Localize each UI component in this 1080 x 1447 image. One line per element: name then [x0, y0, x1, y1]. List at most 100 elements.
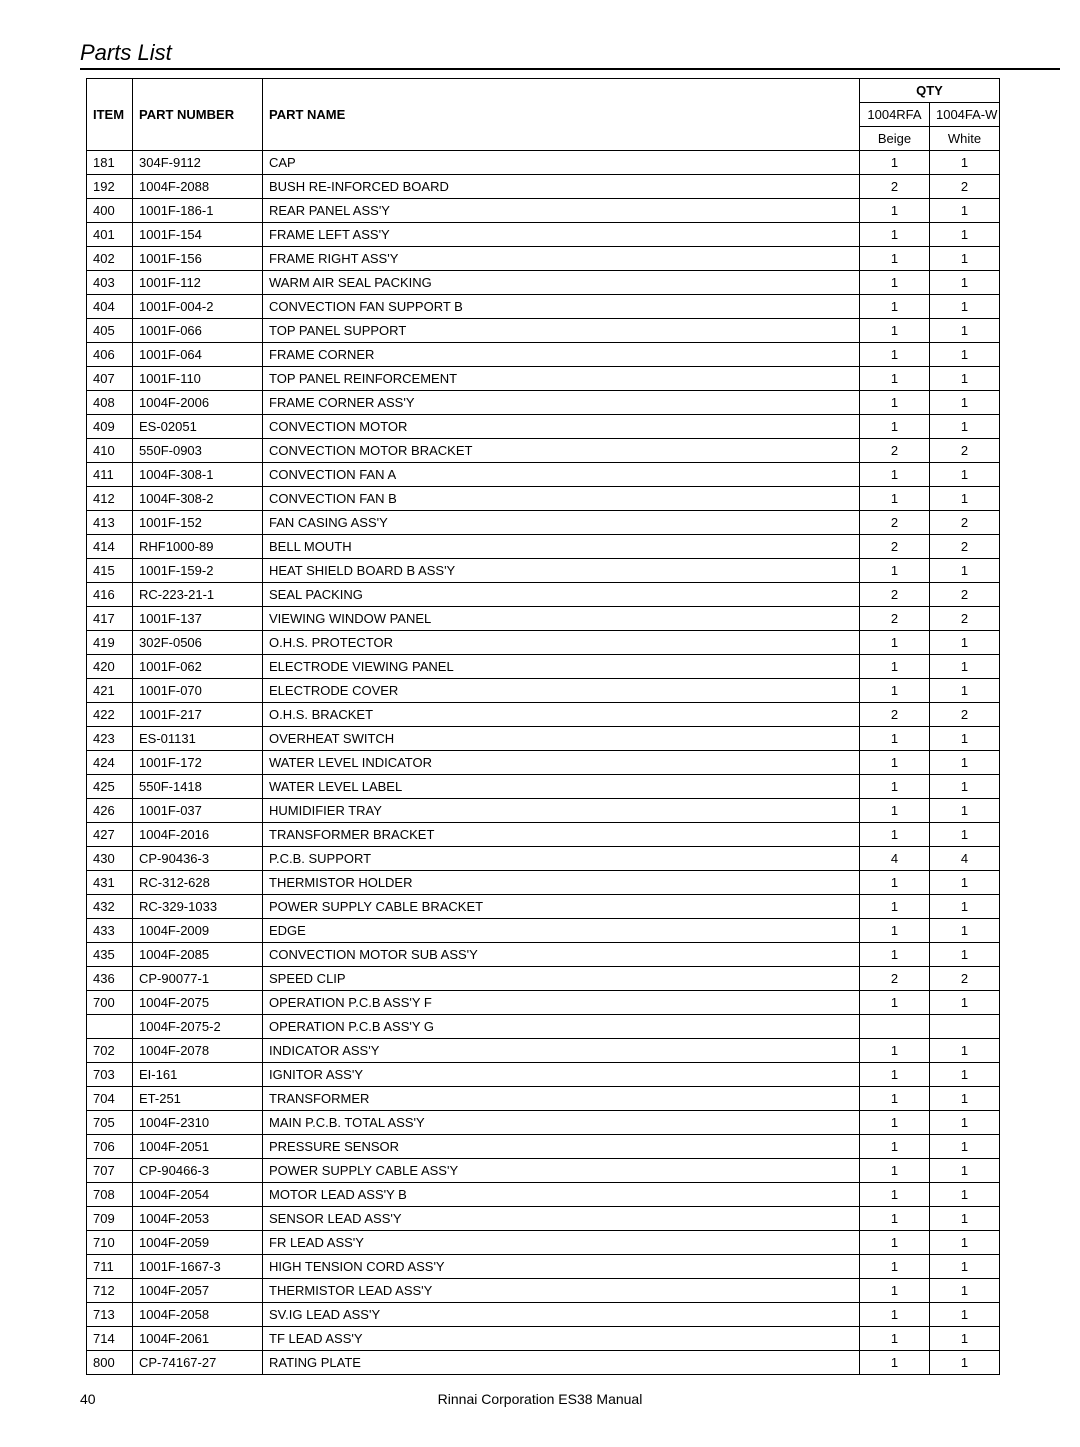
- cell-part-number: 1004F-2088: [133, 175, 263, 199]
- cell-qty-a: 1: [859, 1303, 929, 1327]
- table-row: 4011001F-154FRAME LEFT ASS'Y11: [87, 223, 1000, 247]
- cell-part-number: 1001F-186-1: [133, 199, 263, 223]
- cell-item: 427: [87, 823, 133, 847]
- table-row: 7111001F-1667-3HIGH TENSION CORD ASS'Y11: [87, 1255, 1000, 1279]
- table-row: 4021001F-156FRAME RIGHT ASS'Y11: [87, 247, 1000, 271]
- cell-item: 430: [87, 847, 133, 871]
- cell-part-name: O.H.S. PROTECTOR: [263, 631, 860, 655]
- table-row: 7131004F-2058SV.IG LEAD ASS'Y11: [87, 1303, 1000, 1327]
- cell-item: 192: [87, 175, 133, 199]
- cell-qty-b: 1: [929, 943, 999, 967]
- cell-qty-a: 1: [859, 1327, 929, 1351]
- cell-part-number: 1004F-2078: [133, 1039, 263, 1063]
- cell-item: 705: [87, 1111, 133, 1135]
- cell-part-number: 1001F-037: [133, 799, 263, 823]
- cell-item: 711: [87, 1255, 133, 1279]
- cell-qty-a: 1: [859, 367, 929, 391]
- cell-part-number: 550F-1418: [133, 775, 263, 799]
- cell-part-name: THERMISTOR LEAD ASS'Y: [263, 1279, 860, 1303]
- table-row: 4061001F-064FRAME CORNER11: [87, 343, 1000, 367]
- cell-qty-a: 1: [859, 655, 929, 679]
- cell-item: 706: [87, 1135, 133, 1159]
- cell-qty-b: 1: [929, 871, 999, 895]
- cell-qty-a: 2: [859, 535, 929, 559]
- cell-qty-b: 1: [929, 1351, 999, 1375]
- cell-qty-b: 1: [929, 367, 999, 391]
- cell-qty-b: 1: [929, 655, 999, 679]
- cell-part-number: 1004F-2075: [133, 991, 263, 1015]
- cell-item: 420: [87, 655, 133, 679]
- cell-item: 431: [87, 871, 133, 895]
- hdr-item: ITEM: [87, 79, 133, 151]
- cell-part-number: 1004F-2075-2: [133, 1015, 263, 1039]
- cell-part-name: TOP PANEL SUPPORT: [263, 319, 860, 343]
- cell-part-number: ET-251: [133, 1087, 263, 1111]
- cell-qty-a: 1: [859, 751, 929, 775]
- cell-item: 409: [87, 415, 133, 439]
- cell-part-number: 1001F-137: [133, 607, 263, 631]
- cell-qty-b: 1: [929, 1183, 999, 1207]
- cell-item: 181: [87, 151, 133, 175]
- table-row: 4121004F-308-2CONVECTION FAN B11: [87, 487, 1000, 511]
- table-row: 181304F-9112CAP11: [87, 151, 1000, 175]
- table-row: 409ES-02051CONVECTION MOTOR11: [87, 415, 1000, 439]
- cell-item: 423: [87, 727, 133, 751]
- table-row: 410550F-0903CONVECTION MOTOR BRACKET22: [87, 439, 1000, 463]
- cell-item: 406: [87, 343, 133, 367]
- cell-part-name: CAP: [263, 151, 860, 175]
- cell-item: 710: [87, 1231, 133, 1255]
- cell-qty-a: 1: [859, 823, 929, 847]
- cell-qty-b: 1: [929, 295, 999, 319]
- hdr-part-name: PART NAME: [263, 79, 860, 151]
- cell-part-name: CONVECTION MOTOR BRACKET: [263, 439, 860, 463]
- page-title: Parts List: [80, 40, 1060, 70]
- cell-qty-b: 1: [929, 1231, 999, 1255]
- hdr-model-b: 1004FA-W: [929, 103, 999, 127]
- table-row: 704ET-251TRANSFORMER11: [87, 1087, 1000, 1111]
- cell-qty-b: 1: [929, 991, 999, 1015]
- cell-part-name: CONVECTION FAN A: [263, 463, 860, 487]
- hdr-qty: QTY: [859, 79, 999, 103]
- cell-part-number: 304F-9112: [133, 151, 263, 175]
- cell-qty-a: 1: [859, 223, 929, 247]
- cell-part-name: TRANSFORMER: [263, 1087, 860, 1111]
- cell-qty-b: 2: [929, 583, 999, 607]
- table-row: 4041001F-004-2CONVECTION FAN SUPPORT B11: [87, 295, 1000, 319]
- table-row: 414RHF1000-89BELL MOUTH22: [87, 535, 1000, 559]
- cell-part-number: 1001F-062: [133, 655, 263, 679]
- cell-qty-b: 1: [929, 223, 999, 247]
- cell-item: 704: [87, 1087, 133, 1111]
- cell-qty-a: [859, 1015, 929, 1039]
- cell-part-name: FRAME RIGHT ASS'Y: [263, 247, 860, 271]
- cell-part-number: 1001F-156: [133, 247, 263, 271]
- table-row: 4051001F-066TOP PANEL SUPPORT11: [87, 319, 1000, 343]
- cell-qty-b: 1: [929, 1087, 999, 1111]
- cell-item: 708: [87, 1183, 133, 1207]
- cell-part-number: 1001F-159-2: [133, 559, 263, 583]
- cell-qty-b: 1: [929, 559, 999, 583]
- table-row: 4211001F-070ELECTRODE COVER11: [87, 679, 1000, 703]
- table-row: 425550F-1418WATER LEVEL LABEL11: [87, 775, 1000, 799]
- cell-part-number: 1004F-2016: [133, 823, 263, 847]
- cell-part-number: 1001F-004-2: [133, 295, 263, 319]
- cell-qty-b: 1: [929, 415, 999, 439]
- cell-qty-b: 1: [929, 823, 999, 847]
- table-row: 707CP-90466-3POWER SUPPLY CABLE ASS'Y11: [87, 1159, 1000, 1183]
- cell-qty-a: 2: [859, 583, 929, 607]
- cell-qty-a: 4: [859, 847, 929, 871]
- cell-part-name: P.C.B. SUPPORT: [263, 847, 860, 871]
- cell-part-number: RC-312-628: [133, 871, 263, 895]
- cell-item: 435: [87, 943, 133, 967]
- cell-qty-b: 1: [929, 775, 999, 799]
- cell-part-name: VIEWING WINDOW PANEL: [263, 607, 860, 631]
- table-row: 7021004F-2078INDICATOR ASS'Y11: [87, 1039, 1000, 1063]
- cell-part-name: ELECTRODE COVER: [263, 679, 860, 703]
- cell-qty-a: 1: [859, 1135, 929, 1159]
- cell-part-name: SENSOR LEAD ASS'Y: [263, 1207, 860, 1231]
- cell-part-number: 1001F-172: [133, 751, 263, 775]
- table-row: 800CP-74167-27RATING PLATE11: [87, 1351, 1000, 1375]
- hdr-color-a: Beige: [859, 127, 929, 151]
- cell-part-name: FRAME CORNER ASS'Y: [263, 391, 860, 415]
- cell-part-name: WATER LEVEL INDICATOR: [263, 751, 860, 775]
- cell-part-name: TOP PANEL REINFORCEMENT: [263, 367, 860, 391]
